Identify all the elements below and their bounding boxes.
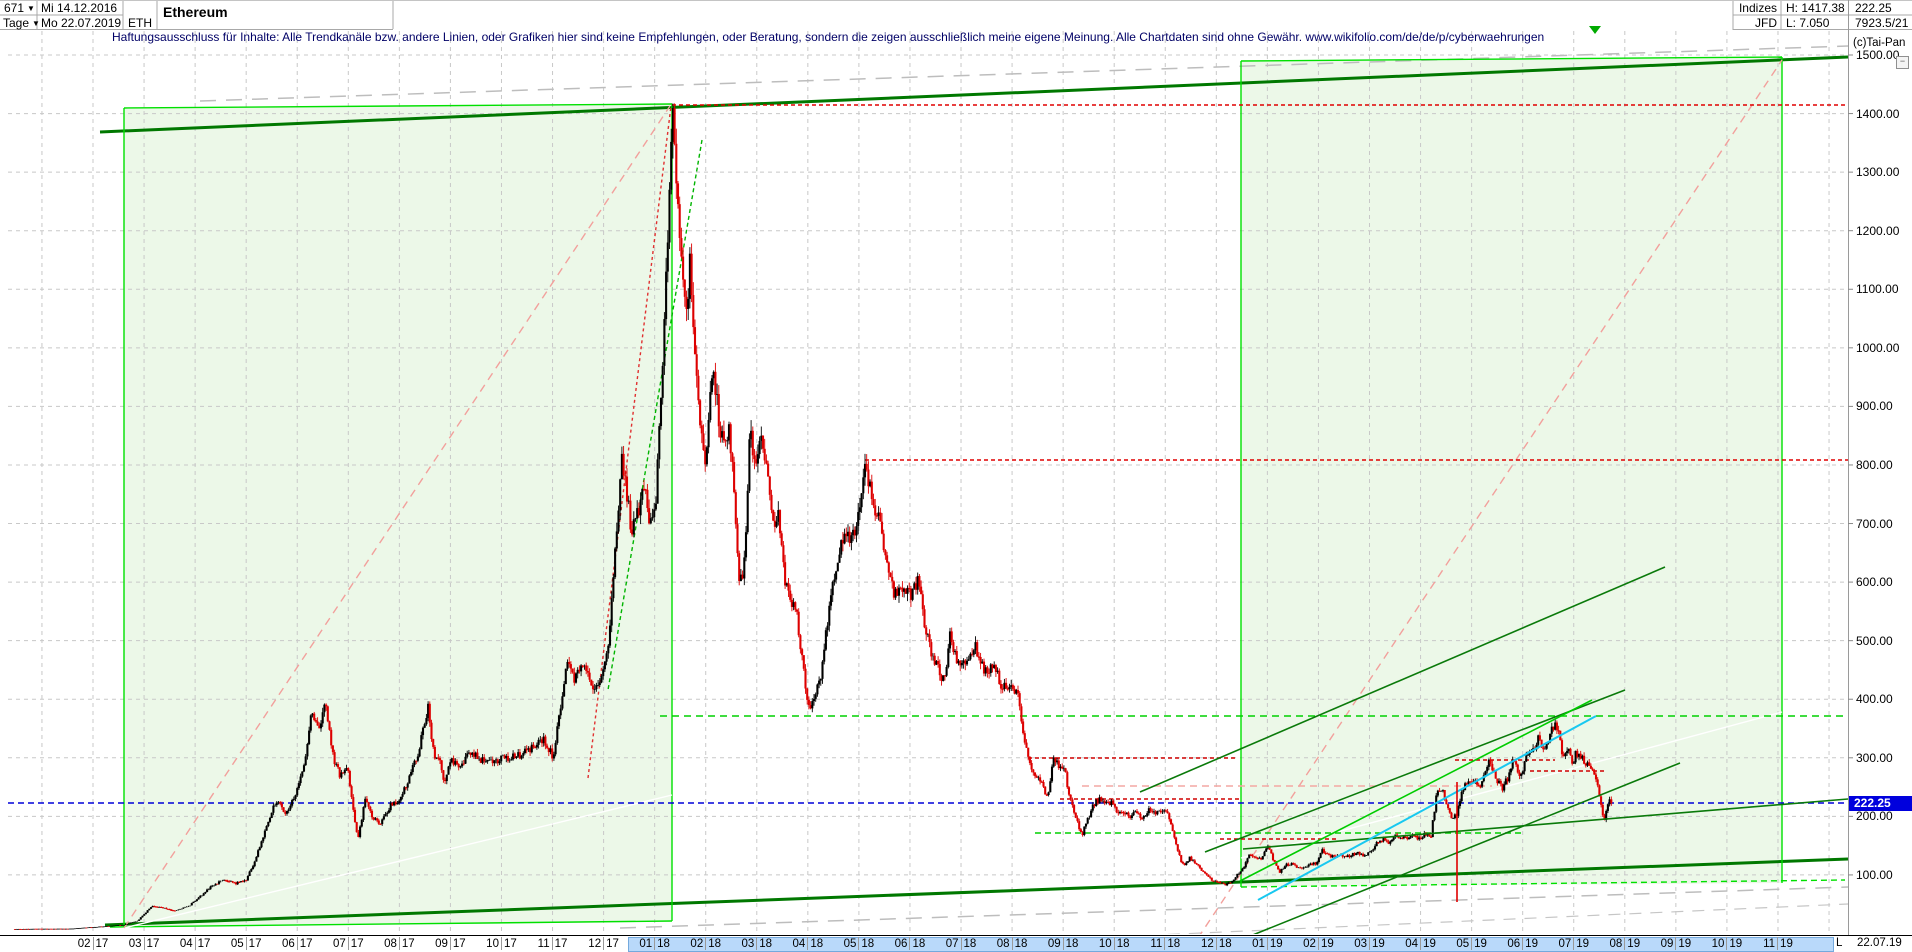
price-axis-label: 1300.00 <box>1856 165 1900 180</box>
date-axis-label: 10 18 <box>1098 937 1130 950</box>
collapse-pane-icon[interactable]: − <box>1896 56 1909 69</box>
price-axis-label: 1500.00 <box>1856 48 1900 62</box>
misc-quote-value: 7923.5/21 <box>1855 16 1909 30</box>
chevron-down-icon: ▼ <box>32 19 40 28</box>
price-axis-label: 1000.00 <box>1856 340 1900 355</box>
date-axis-label: 05 19 <box>1456 937 1487 950</box>
date-axis-label: 05 18 <box>843 937 875 950</box>
instrument-title: Ethereum <box>163 4 228 20</box>
date-axis-label: 08 18 <box>996 937 1028 950</box>
last-bar-marker: L <box>1836 937 1843 949</box>
last-bar-date: 22.07.19 <box>1857 937 1902 949</box>
trend-channel-2019 <box>1241 57 1782 887</box>
date-axis-label: 04 19 <box>1405 937 1436 950</box>
chart-end-date: Mo 22.07.2019 <box>41 16 122 30</box>
price-axis-label: 800.00 <box>1856 457 1893 472</box>
date-axis-label: 07 19 <box>1558 937 1590 950</box>
date-axis-label: 04 18 <box>792 937 824 950</box>
date-axis-label: 04 17 <box>179 937 211 950</box>
chart-start-date: Mi 14.12.2016 <box>41 1 118 15</box>
date-axis-label: 06 18 <box>894 937 926 950</box>
date-axis-label: 06 19 <box>1507 937 1538 950</box>
price-axis-label: 200.00 <box>1856 809 1893 824</box>
date-axis-label: 11 19 <box>1763 937 1793 950</box>
chevron-down-icon: ▼ <box>27 4 35 13</box>
plot-area[interactable] <box>8 31 1850 951</box>
date-axis-label: 06 17 <box>281 937 313 950</box>
price-axis-label: 100.00 <box>1856 867 1893 882</box>
date-axis-label: 02 17 <box>77 937 109 950</box>
candlestick-series <box>13 103 1613 930</box>
date-axis-label: 07 17 <box>333 937 364 950</box>
disclaimer-text: Haftungsausschluss für Inhalte: Alle Tre… <box>112 30 1545 44</box>
date-axis-label: 12 17 <box>588 937 619 950</box>
date-axis-label: 10 19 <box>1711 937 1743 950</box>
date-axis-label: 03 19 <box>1354 937 1385 950</box>
date-axis-label: 11 18 <box>1150 937 1181 950</box>
date-axis-label: 09 17 <box>435 937 466 950</box>
date-axis[interactable]: 02 17 03 17 04 17 05 17 06 17 07 17 08 17 09 17 10 17 11 17… <box>0 935 1912 952</box>
date-axis-label: 03 18 <box>741 937 773 950</box>
date-axis-label: 02 18 <box>690 937 722 950</box>
date-axis-label: 11 17 <box>537 937 568 950</box>
date-axis-label: 09 19 <box>1660 937 1692 950</box>
date-axis-label: 02 19 <box>1303 937 1334 950</box>
current-price-tag: 222.25 <box>1849 796 1912 811</box>
last-price: 222.25 <box>1855 1 1892 15</box>
provider-label: JFD <box>1755 16 1777 30</box>
current-bar-marker-icon <box>1589 26 1601 34</box>
date-axis-label: 07 18 <box>945 937 977 950</box>
indizes-label: Indizes <box>1738 1 1777 15</box>
date-axis-label: 08 19 <box>1609 937 1641 950</box>
date-axis-label: 09 18 <box>1047 937 1079 950</box>
period-high: H: 1417.38 <box>1786 1 1845 15</box>
date-axis-label: 01 19 <box>1252 937 1283 950</box>
price-axis-label: 900.00 <box>1856 399 1893 414</box>
price-axis-label: 600.00 <box>1856 575 1893 590</box>
date-axis-label: 05 17 <box>230 937 262 950</box>
period-low: L: 7.050 <box>1786 16 1830 30</box>
date-axis-label: 12 18 <box>1201 937 1232 950</box>
date-axis-label: 03 17 <box>128 937 160 950</box>
period-dropdown[interactable]: Tage ▼ <box>3 16 40 30</box>
price-axis-label: 500.00 <box>1856 633 1893 648</box>
date-axis-label: 10 17 <box>486 937 517 950</box>
bars-dropdown[interactable]: 671 ▼ <box>4 1 35 15</box>
symbol-code: ETH <box>128 16 152 30</box>
price-axis-label: 400.00 <box>1856 692 1893 707</box>
copyright-label: (c)Tai-Pan <box>1853 37 1906 49</box>
price-axis-label: 1400.00 <box>1856 106 1900 121</box>
price-axis-label: 1100.00 <box>1856 282 1899 297</box>
price-axis-label: 1200.00 <box>1856 223 1900 238</box>
price-axis-label: 300.00 <box>1856 750 1893 765</box>
date-axis-label: 01 18 <box>639 937 670 950</box>
price-axis-label: 700.00 <box>1856 516 1893 531</box>
date-axis-label: 08 17 <box>384 937 415 950</box>
